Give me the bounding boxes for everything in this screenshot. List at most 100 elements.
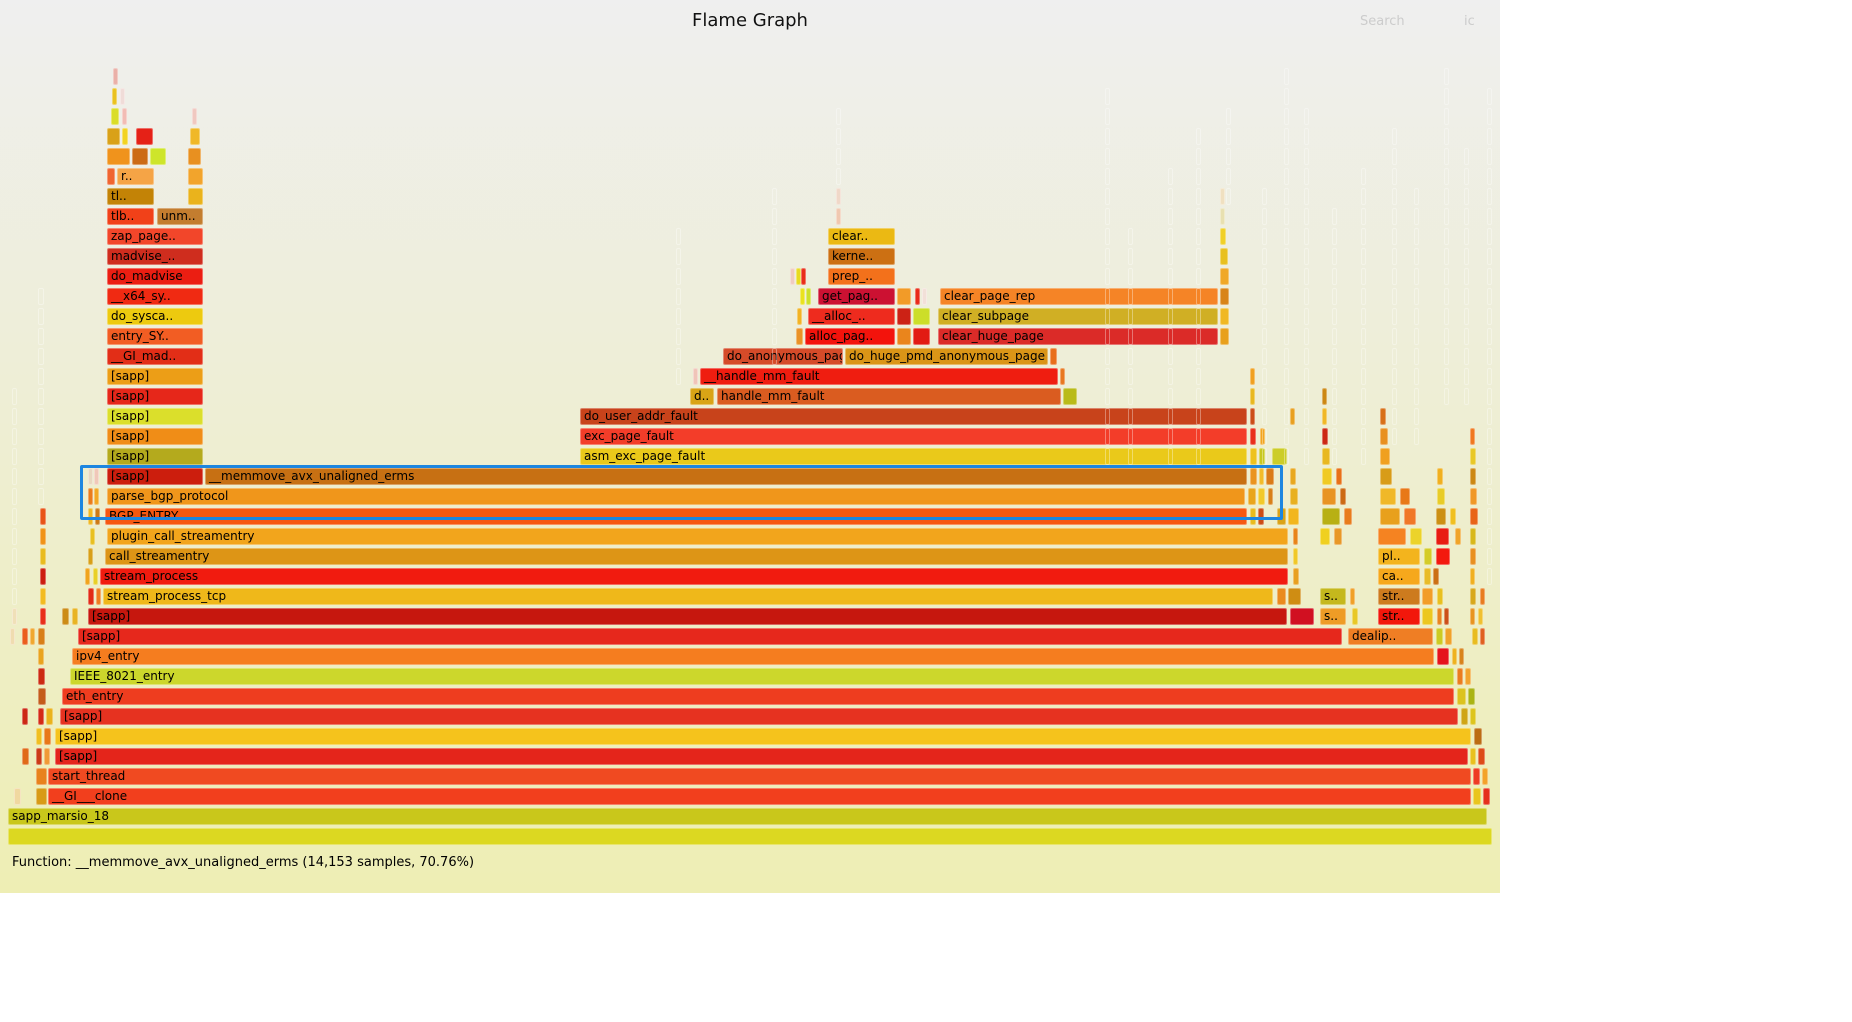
frame[interactable] (44, 728, 51, 745)
frame[interactable] (676, 248, 681, 265)
frame[interactable] (1361, 448, 1366, 465)
frame[interactable] (1444, 248, 1449, 265)
frame[interactable] (122, 108, 127, 125)
frame[interactable] (38, 428, 44, 445)
frame[interactable] (1060, 368, 1065, 385)
frame[interactable] (1196, 228, 1201, 245)
frame[interactable] (772, 268, 777, 285)
frame[interactable] (1105, 248, 1110, 265)
frame[interactable] (1196, 408, 1201, 425)
frame[interactable] (1336, 468, 1342, 485)
frame-ipv4-entry[interactable]: ipv4_entry (72, 648, 1434, 665)
frame-alloc[interactable]: __alloc_.. (808, 308, 895, 325)
frame[interactable] (1105, 208, 1110, 225)
frame[interactable] (676, 288, 681, 305)
frame[interactable] (88, 468, 93, 485)
frame[interactable] (1304, 388, 1309, 405)
frame-parse-bgp-protocol[interactable]: parse_bgp_protocol (107, 488, 1245, 505)
frame[interactable] (1378, 528, 1406, 545)
frame[interactable] (1105, 148, 1110, 165)
frame[interactable] (913, 328, 930, 345)
frame[interactable] (1196, 308, 1201, 325)
frame[interactable] (10, 628, 15, 645)
frame[interactable] (1262, 408, 1267, 425)
frame[interactable] (1284, 188, 1289, 205)
frame[interactable] (806, 288, 811, 305)
frame[interactable] (1444, 308, 1449, 325)
frame[interactable] (676, 368, 681, 385)
frame[interactable] (62, 608, 69, 625)
frame[interactable] (1332, 308, 1337, 325)
frame[interactable] (1414, 368, 1419, 385)
frame[interactable] (1168, 368, 1173, 385)
frame[interactable] (120, 88, 125, 105)
frame[interactable] (1470, 488, 1477, 505)
frame[interactable] (1436, 548, 1450, 565)
frame[interactable] (1361, 408, 1366, 425)
frame-sapp[interactable]: [sapp] (107, 448, 203, 465)
frame[interactable] (1168, 408, 1173, 425)
frame[interactable] (1196, 208, 1201, 225)
frame[interactable] (1350, 588, 1355, 605)
frame[interactable] (107, 148, 130, 165)
frame-s[interactable]: s.. (1320, 588, 1346, 605)
frame[interactable] (1361, 288, 1366, 305)
frame[interactable] (1288, 588, 1301, 605)
frame[interactable] (1250, 508, 1256, 525)
frame-stream-process[interactable]: stream_process (100, 568, 1288, 585)
frame[interactable] (676, 328, 681, 345)
frame[interactable] (1464, 248, 1469, 265)
frame[interactable] (1457, 688, 1466, 705)
frame[interactable] (38, 288, 44, 305)
frame[interactable] (1473, 788, 1481, 805)
frame[interactable] (1472, 628, 1478, 645)
frame[interactable] (1392, 268, 1397, 285)
frame[interactable] (38, 388, 44, 405)
frame[interactable] (1259, 448, 1265, 465)
frame[interactable] (1168, 168, 1173, 185)
frame[interactable] (1250, 408, 1255, 425)
frame[interactable] (1262, 188, 1267, 205)
frame[interactable] (38, 628, 45, 645)
frame[interactable] (836, 208, 841, 225)
frame[interactable] (1444, 328, 1449, 345)
frame[interactable] (922, 288, 927, 305)
frame[interactable] (1128, 268, 1133, 285)
frame[interactable] (38, 668, 45, 685)
frame[interactable] (46, 708, 53, 725)
frame[interactable] (1332, 328, 1337, 345)
frame[interactable] (40, 608, 46, 625)
frame[interactable] (1464, 168, 1469, 185)
frame[interactable] (1487, 348, 1492, 365)
frame[interactable] (1487, 88, 1492, 105)
frame[interactable] (1304, 368, 1309, 385)
frame[interactable] (1105, 228, 1110, 245)
frame[interactable] (1487, 128, 1492, 145)
frame[interactable] (1480, 628, 1485, 645)
frame[interactable] (1196, 328, 1201, 345)
frame[interactable] (1361, 188, 1366, 205)
frame-unm[interactable]: unm.. (157, 208, 203, 225)
frame-do-anonymous-page[interactable]: do_anonymous_page (723, 348, 843, 365)
frame[interactable] (1437, 648, 1449, 665)
frame-ieee-8021-entry[interactable]: IEEE_8021_entry (70, 668, 1454, 685)
frame[interactable] (1433, 568, 1439, 585)
frame[interactable] (1304, 228, 1309, 245)
frame[interactable] (1478, 608, 1483, 625)
frame[interactable] (1414, 188, 1419, 205)
frame[interactable] (1470, 448, 1476, 465)
frame[interactable] (1437, 608, 1442, 625)
frame-madvise[interactable]: madvise_.. (107, 248, 203, 265)
frame[interactable] (1332, 248, 1337, 265)
frame[interactable] (836, 108, 841, 125)
frame[interactable] (12, 568, 17, 585)
frame[interactable] (1470, 528, 1476, 545)
frame[interactable] (1444, 348, 1449, 365)
frame[interactable] (1196, 448, 1201, 465)
frame[interactable] (676, 348, 681, 365)
frame[interactable] (1361, 368, 1366, 385)
frame[interactable] (1344, 508, 1352, 525)
frame[interactable] (1464, 288, 1469, 305)
frame[interactable] (1284, 388, 1289, 405)
frame[interactable] (796, 328, 803, 345)
